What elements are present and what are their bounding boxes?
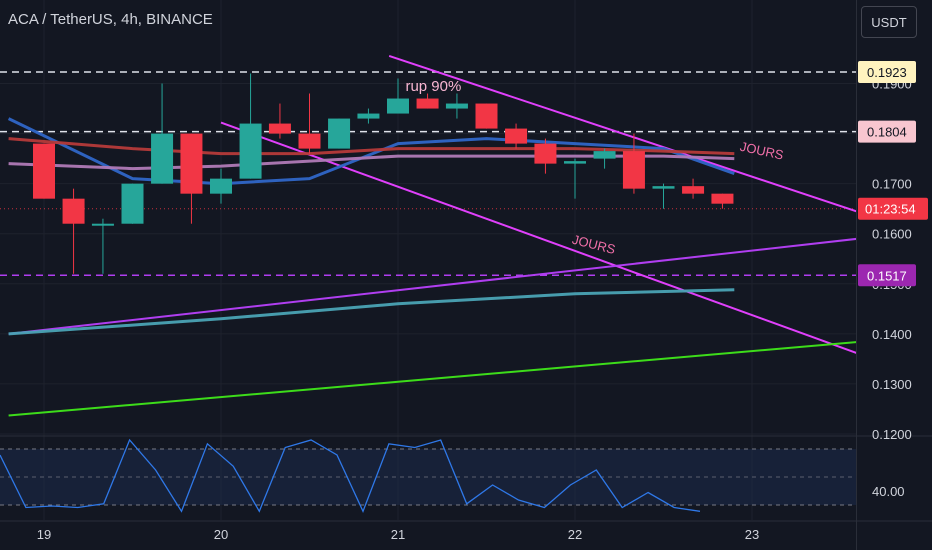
trend-line-magenta <box>388 55 856 213</box>
trend-line-purple <box>8 237 856 335</box>
candlesticks <box>33 73 734 274</box>
candle-up <box>564 161 586 164</box>
price-level-badge-text: 0.1923 <box>867 65 907 80</box>
countdown-text: 01:23:54 <box>865 202 916 217</box>
candle-down <box>622 151 645 189</box>
candle-down <box>180 133 203 194</box>
price-tick-label: 0.1300 <box>872 377 912 392</box>
candle-up <box>210 178 232 194</box>
oscillator-tick-label: 40.00 <box>872 484 905 499</box>
price-level-badge <box>858 264 916 287</box>
time-tick-label: 20 <box>214 527 228 542</box>
price-tick-label: 0.1200 <box>872 427 912 442</box>
candle-down <box>416 98 439 109</box>
candle-up <box>121 183 144 224</box>
candle-down <box>682 186 705 194</box>
price-level-badge <box>858 61 916 83</box>
countdown-badge <box>858 197 928 220</box>
axis-separator <box>856 0 857 550</box>
trend-line-magenta <box>220 121 856 354</box>
candle-up <box>387 98 409 114</box>
moving-average-teal <box>8 288 735 336</box>
candle-down <box>711 193 734 204</box>
candle-down <box>534 143 557 164</box>
price-level-badge <box>858 120 916 143</box>
time-tick-label: 23 <box>745 527 759 542</box>
annotation-label[interactable]: rup 90% <box>405 78 461 95</box>
candle-up <box>445 103 468 109</box>
candle-up <box>652 186 675 189</box>
candle-down <box>505 128 528 144</box>
symbol-title: ACA / TetherUS, 4h, BINANCE <box>8 11 213 28</box>
candle-up <box>328 118 351 149</box>
candle-down <box>62 198 85 224</box>
candle-up <box>239 123 262 179</box>
time-tick-label: 19 <box>37 527 51 542</box>
currency-button[interactable]: USDT <box>861 6 917 38</box>
price-tick-label: 0.1700 <box>872 177 912 192</box>
horizontal-levels[interactable] <box>0 71 856 277</box>
candle-down <box>475 103 498 129</box>
candle-up <box>91 223 114 226</box>
candle-up <box>357 113 380 119</box>
candle-down <box>268 123 291 134</box>
price-tick-label: 0.1600 <box>872 227 912 242</box>
price-labels: 0.1923 0.1804 0.1517 01:23:54 <box>858 61 928 287</box>
price-level-badge-text: 0.1804 <box>867 125 907 140</box>
time-tick-label: 22 <box>568 527 582 542</box>
candle-down <box>33 143 55 199</box>
oscillator-line <box>0 438 701 513</box>
time-tick-label: 21 <box>391 527 405 542</box>
stochastic-line <box>0 438 701 513</box>
time-axis[interactable]: 19 20 21 22 23 <box>0 520 932 542</box>
candle-up <box>593 151 616 159</box>
trend-line-green <box>8 341 856 417</box>
trend-lines[interactable] <box>8 55 894 417</box>
candle-up <box>151 133 174 184</box>
candle-down <box>298 133 321 149</box>
price-tick-label: 0.1400 <box>872 327 912 342</box>
oscillator-panel <box>0 435 932 506</box>
price-level-badge-text: 0.1517 <box>867 268 907 283</box>
